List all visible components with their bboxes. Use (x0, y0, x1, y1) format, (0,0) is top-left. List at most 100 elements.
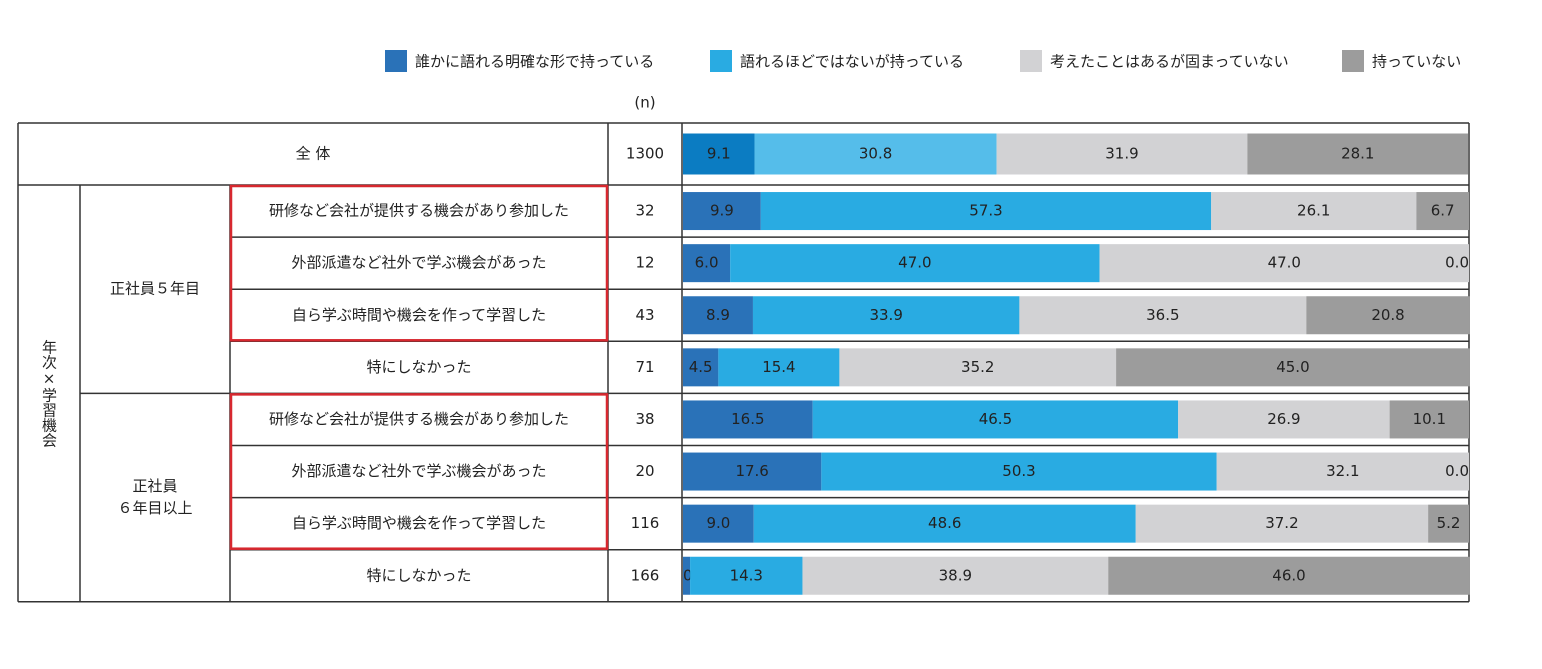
value-label: 46.0 (1272, 566, 1305, 584)
subgroup-label: 正社員 (132, 477, 177, 495)
value-label: 9.1 (707, 145, 731, 163)
bar-segment (683, 452, 822, 491)
value-label: 31.9 (1105, 145, 1138, 163)
value-label: 9.0 (706, 514, 730, 532)
n-value: 71 (635, 358, 654, 376)
value-label: 36.5 (1146, 306, 1179, 324)
category-label: 研修など会社が提供する機会があり参加した (269, 202, 569, 220)
value-label: 38.9 (939, 566, 972, 584)
legend-label: 考えたことはあるが固まっていない (1050, 53, 1289, 71)
bar-segment (1019, 296, 1307, 335)
bar-segment (1211, 192, 1417, 231)
legend-label: 語れるほどではないが持っている (740, 53, 964, 71)
value-label: 6.7 (1431, 202, 1455, 220)
value-label: 14.3 (730, 566, 763, 584)
category-label: 特にしなかった (366, 566, 471, 584)
n-value: 12 (635, 254, 654, 272)
bar-segment (730, 244, 1100, 283)
bar-segment (1389, 400, 1469, 439)
total-label: 全 体 (296, 145, 331, 163)
legend-swatch (1020, 50, 1042, 72)
value-label: 32.1 (1326, 462, 1359, 480)
category-label: 自ら学ぶ時間や機会を作って学習した (292, 514, 546, 532)
highlight-box (229, 184, 609, 342)
subgroup-label: 正社員５年目 (110, 280, 200, 298)
value-label: 30.8 (859, 145, 892, 163)
bar-segment (683, 556, 691, 595)
value-label: 6.0 (695, 254, 719, 272)
bar-segment (683, 348, 719, 387)
bar-segment (996, 133, 1248, 175)
value-label: 8.9 (706, 306, 730, 324)
bar-segment (683, 296, 753, 335)
value-label: 4.5 (689, 358, 713, 376)
n-value: 43 (635, 306, 654, 324)
value-label: 47.0 (1268, 254, 1301, 272)
bar-segment (1416, 192, 1469, 231)
category-label: 特にしなかった (366, 358, 471, 376)
value-label: 48.6 (928, 514, 961, 532)
bar-segment (683, 192, 761, 231)
n-value: 38 (635, 410, 654, 428)
highlight-box (229, 393, 609, 550)
category-label: 自ら学ぶ時間や機会を作って学習した (292, 306, 546, 324)
legend-swatch (385, 50, 407, 72)
value-label: 46.5 (979, 410, 1012, 428)
bar-segment (683, 244, 731, 283)
legend-swatch (710, 50, 732, 72)
category-label: 研修など会社が提供する機会があり参加した (269, 410, 569, 428)
category-label: 外部派遣など社外で学ぶ機会があった (291, 254, 546, 272)
bar-segment (683, 133, 755, 175)
bar-segment (1216, 452, 1469, 491)
category-label: 外部派遣など社外で学ぶ機会があった (291, 462, 546, 480)
value-label: 16.5 (731, 410, 764, 428)
bar-segment (1306, 296, 1470, 335)
value-label: 0.0 (1445, 462, 1469, 480)
value-label: 10.1 (1413, 410, 1446, 428)
value-label: 37.2 (1265, 514, 1298, 532)
value-label: 26.1 (1297, 202, 1330, 220)
value-label: 26.9 (1267, 410, 1300, 428)
bar-segment (1099, 244, 1469, 283)
bar-segment (752, 296, 1020, 335)
bar-segment (690, 556, 803, 595)
bar-segment (760, 192, 1212, 231)
bar-segment (754, 133, 997, 175)
bar-segment (753, 504, 1136, 543)
value-label: 33.9 (869, 306, 902, 324)
n-header: (n) (634, 94, 655, 112)
value-label: 35.2 (961, 358, 994, 376)
value-label: 28.1 (1341, 145, 1374, 163)
bar-segment (1135, 504, 1429, 543)
value-label: 5.2 (1437, 514, 1461, 532)
value-label: 47.0 (898, 254, 931, 272)
value-label: 57.3 (969, 202, 1002, 220)
n-value: 116 (631, 514, 660, 532)
value-label: 15.4 (762, 358, 795, 376)
bar-segment (1116, 348, 1470, 387)
subgroup-label: ６年目以上 (117, 499, 192, 517)
legend-swatch (1342, 50, 1364, 72)
bar-segment (1178, 400, 1390, 439)
bar-segment (1108, 556, 1470, 595)
n-value: 32 (635, 202, 654, 220)
legend-label: 誰かに語れる明確な形で持っている (415, 53, 654, 71)
n-value: 1300 (626, 145, 664, 163)
bar-segment (1247, 133, 1469, 175)
n-value: 20 (635, 462, 654, 480)
value-label: 20.8 (1371, 306, 1404, 324)
group-label: 年次×学習機会 (40, 339, 58, 447)
legend-label: 持っていない (1372, 53, 1461, 71)
value-label: 50.3 (1002, 462, 1035, 480)
bar-segment (683, 400, 813, 439)
bar-segment (802, 556, 1109, 595)
value-label: 17.6 (735, 462, 768, 480)
bar-segment (839, 348, 1117, 387)
bar-segment (718, 348, 840, 387)
bar-segment (683, 504, 754, 543)
value-label: 9.9 (710, 202, 734, 220)
bar-segment (1428, 504, 1469, 543)
bar-segment (812, 400, 1179, 439)
value-label: 45.0 (1276, 358, 1309, 376)
